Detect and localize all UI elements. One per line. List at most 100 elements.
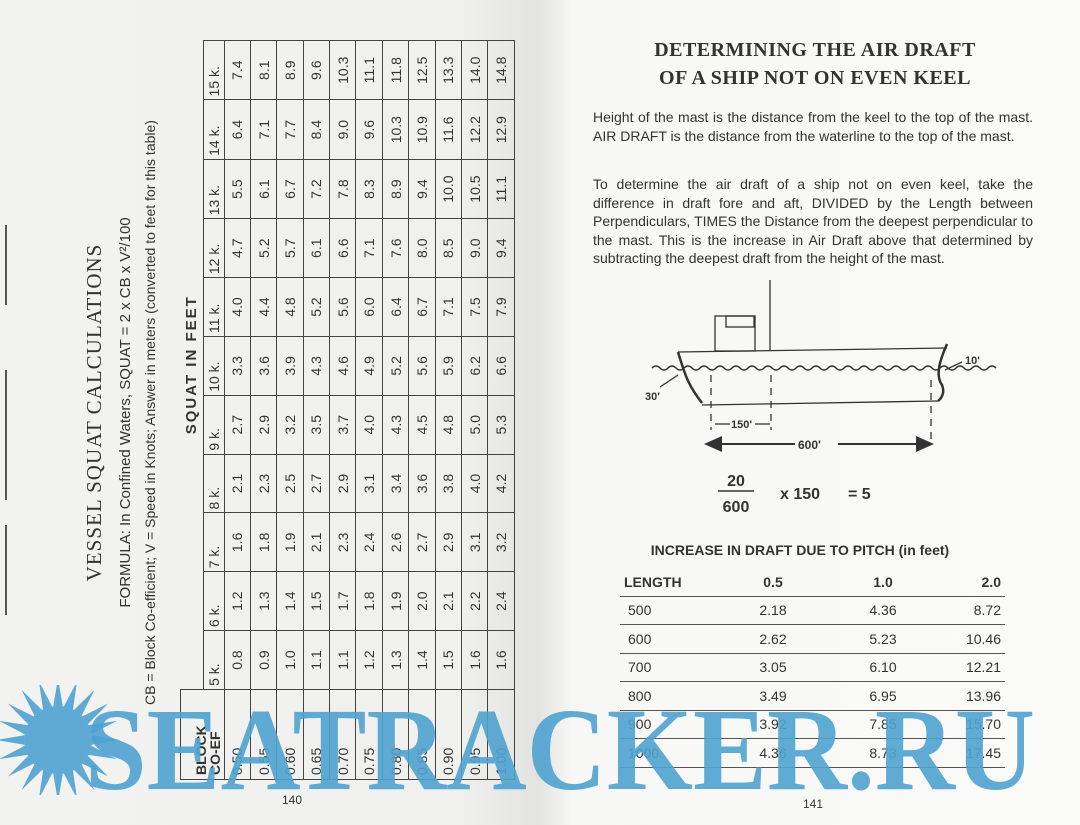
- title-line: OF A SHIP NOT ON EVEN KEEL: [659, 67, 971, 89]
- squat-cell: 3.2: [487, 512, 515, 572]
- column-header: LENGTH: [620, 568, 718, 597]
- table-row: 0.95 1.6 2.2 3.1 4.0 5.0 6.2 7.5 9.0 10.5 12.2 14.0: [461, 40, 488, 780]
- block-coef-cell: 0.95: [461, 689, 488, 780]
- table-cell: 3.92: [718, 710, 828, 739]
- squat-cell: 8.9: [276, 40, 304, 100]
- squat-cell: 11.6: [435, 99, 462, 160]
- squat-cell: 1.1: [329, 630, 356, 690]
- speed-header: 14 k.: [203, 99, 224, 160]
- arrow-left-icon: [704, 436, 722, 452]
- squat-cell: 2.1: [435, 571, 462, 631]
- table-row: 0.50 0.8 1.2 1.6 2.1 2.7 3.3 4.0 4.7 5.5 6.4 7.4: [224, 40, 251, 780]
- table-cell: 3.49: [718, 681, 828, 711]
- result: = 5: [848, 486, 871, 503]
- table-row: 0.80 1.3 1.9 2.6 3.4 4.3 5.2 6.4 7.6 8.9 10.3 11.8: [382, 40, 409, 780]
- squat-cell: 3.4: [382, 454, 409, 513]
- squat-cell: 2.7: [224, 395, 251, 455]
- page-number: 140: [282, 793, 303, 807]
- table-row: 1000 4.36 8.73 17.45: [620, 738, 1005, 768]
- squat-cell: 1.6: [487, 630, 515, 690]
- squat-cell: 6.4: [382, 277, 409, 337]
- fore-draft-label: 10': [965, 355, 980, 367]
- squat-cell: 4.8: [276, 277, 304, 337]
- squat-cell: 1.8: [250, 512, 277, 572]
- squat-cell: 0.9: [250, 630, 277, 690]
- squat-cell: 8.3: [355, 159, 383, 219]
- squat-cell: 1.3: [250, 571, 277, 631]
- block-coef-cell: 0.80: [382, 689, 409, 780]
- squat-cell: 1.4: [408, 630, 436, 690]
- keel-line: [701, 400, 939, 406]
- page-edge-mark: [5, 370, 7, 500]
- table-cell: 6.95: [828, 681, 938, 711]
- squat-cell: 3.6: [408, 454, 436, 513]
- block-coef-cell: 0.75: [355, 689, 383, 780]
- table-row: 0.90 1.5 2.1 2.9 3.8 4.8 5.9 7.1 8.5 10.0 11.6 13.3: [435, 40, 462, 780]
- squat-cell: 3.7: [329, 395, 356, 455]
- squat-cell: 2.9: [329, 454, 356, 513]
- squat-cell: 14.0: [461, 40, 488, 100]
- squat-cell: 5.2: [382, 336, 409, 396]
- squat-cell: 7.7: [276, 99, 304, 160]
- squat-legend: CB = Block Co-efficient; V = Speed in Kn…: [142, 120, 158, 705]
- squat-cell: 11.1: [487, 159, 515, 219]
- squat-cell: 3.2: [276, 395, 304, 455]
- pitch-table: LENGTH 0.5 1.0 2.0 500 2.18 4.36 8.72 600 2.62 5.2…: [620, 568, 1005, 768]
- table-row: 0.75 1.2 1.8 2.4 3.1 4.0 4.9 6.0 7.1 8.3 9.6 11.1: [355, 40, 383, 780]
- deck-line: [677, 347, 948, 353]
- waterline: [651, 365, 997, 371]
- block-coef-cell: 0.90: [435, 689, 462, 780]
- table-row: 0.85 1.4 2.0 2.7 3.6 4.5 5.6 6.7 8.0 9.4 10.9 12.5: [408, 40, 436, 780]
- aft-arrow: [659, 374, 679, 388]
- table-row: 1.00 1.6 2.4 3.2 4.2 5.3 6.6 7.9 9.4 11.1 12.9 14.8: [487, 40, 515, 780]
- squat-cell: 7.6: [382, 218, 409, 278]
- squat-cell: 7.4: [224, 40, 251, 100]
- squat-cell: 4.4: [250, 277, 277, 337]
- block-coef-header: BLOCK CO-EF: [180, 689, 224, 780]
- squat-cell: 5.6: [408, 336, 436, 396]
- aft-draft-label: 30': [645, 391, 660, 403]
- block-coef-cell: 0.70: [329, 689, 356, 780]
- squat-cell: 10.0: [435, 159, 462, 219]
- table-row: 600 2.62 5.23 10.46: [620, 624, 1005, 654]
- squat-cell: 4.2: [487, 454, 515, 513]
- squat-cell: 11.1: [355, 40, 383, 100]
- squat-cell: 10.5: [461, 159, 488, 219]
- table-cell: 5.23: [828, 624, 938, 654]
- squat-cell: 8.0: [408, 218, 436, 278]
- block-coef-cell: 0.85: [408, 689, 436, 780]
- squat-cell: 7.5: [461, 277, 488, 337]
- squat-cell: 4.0: [355, 395, 383, 455]
- squat-cell: 6.2: [461, 336, 488, 396]
- table-cell: 600: [620, 624, 718, 654]
- squat-cell: 9.6: [355, 99, 383, 160]
- squat-cell: 4.9: [355, 336, 383, 396]
- column-header: 2.0: [938, 568, 1005, 597]
- squat-cell: 7.2: [303, 159, 330, 219]
- speed-header: 12 k.: [203, 218, 224, 278]
- squat-cell: 7.1: [355, 218, 383, 278]
- squat-cell: 1.9: [276, 512, 304, 572]
- squat-cell: 7.9: [487, 277, 515, 337]
- squat-cell: 2.6: [382, 512, 409, 572]
- title-line: DETERMINING THE AIR DRAFT: [654, 39, 976, 61]
- table-cell: 3.05: [718, 653, 828, 682]
- squat-cell: 2.4: [487, 571, 515, 631]
- speed-header: 15 k.: [203, 40, 224, 100]
- squat-cell: 5.9: [435, 336, 462, 396]
- squat-table: BLOCK CO-EF SQUAT IN FEET 5 k. 6 k. 7 k. 8 k. 9…: [180, 40, 515, 780]
- squat-cell: 10.3: [382, 99, 409, 160]
- squat-cell: 1.6: [461, 630, 488, 690]
- squat-cell: 4.0: [461, 454, 488, 513]
- squat-cell: 6.1: [303, 218, 330, 278]
- squat-cell: 9.4: [408, 159, 436, 219]
- table-row: 700 3.05 6.10 12.21: [620, 653, 1005, 682]
- squat-cell: 1.5: [435, 630, 462, 690]
- squat-cell: 8.9: [382, 159, 409, 219]
- mast-distance-label: 150': [731, 419, 752, 431]
- squat-cell: 3.1: [355, 454, 383, 513]
- speed-header: 6 k.: [203, 571, 224, 631]
- squat-cell: 12.2: [461, 99, 488, 160]
- squat-cell: 5.7: [276, 218, 304, 278]
- squat-cell: 4.8: [435, 395, 462, 455]
